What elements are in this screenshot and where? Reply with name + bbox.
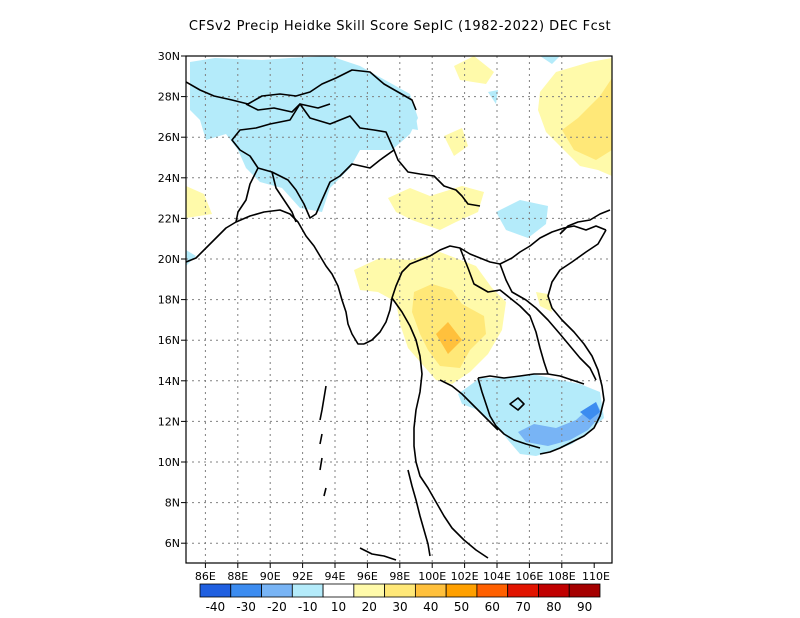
- map-title-text: CFSv2 Precip Heidke Skill Score SepIC (1…: [188, 19, 612, 34]
- colorbar-swatch: [414, 583, 447, 598]
- colorbar-swatch: [538, 583, 570, 598]
- colorbar-label: -40: [206, 600, 226, 614]
- colorbar-swatch: [230, 583, 262, 598]
- negative-skill-region-w: [186, 186, 212, 218]
- colorbar-swatch: [291, 583, 324, 598]
- lat-label: 30N: [158, 50, 180, 63]
- border-himalaya: [186, 69, 417, 111]
- border-thailand-west: [391, 297, 489, 559]
- lat-label: 20N: [158, 253, 180, 266]
- colorbar-label: 60: [485, 600, 500, 614]
- colorbar: -40 -30 -20 -10 10 20 30 40 50 60 70 80 90: [199, 583, 601, 614]
- colorbar-label: 10: [331, 600, 346, 614]
- positive-skill-region-south-mid: [518, 402, 602, 446]
- coast-sumatra: [359, 547, 397, 561]
- lat-label: 6N: [165, 537, 180, 550]
- coast-gulf-of-thailand: [439, 379, 499, 431]
- lat-label: 28N: [158, 91, 180, 104]
- colorbar-swatch: [199, 583, 232, 598]
- colorbar-swatch: [568, 583, 601, 598]
- negative-skill-region-ne-core: [562, 78, 612, 160]
- lake-tonle-sap: [509, 397, 525, 411]
- map-title: CFSv2 Precip Heidke Skill Score SepIC (1…: [0, 19, 800, 34]
- border-cambodia: [477, 373, 585, 449]
- colorbar-label: -20: [267, 600, 287, 614]
- positive-skill-region-nw: [190, 56, 418, 212]
- lon-label: 94E: [325, 570, 346, 583]
- lat-label: 16N: [158, 334, 180, 347]
- border-northeast-india: [231, 103, 395, 219]
- border-laos: [459, 247, 597, 381]
- lon-label: 106E: [515, 570, 543, 583]
- lat-label: 8N: [165, 497, 180, 510]
- lon-label: 102E: [451, 570, 479, 583]
- lat-label: 22N: [158, 212, 180, 225]
- positive-skill-region-ne: [540, 56, 560, 64]
- colorbar-label: -30: [236, 600, 256, 614]
- negative-skill-region-thailand-peak: [436, 322, 462, 354]
- longitude-labels: 86E 88E 90E 92E 94E 96E 98E 100E 102E 10…: [195, 570, 610, 583]
- colorbar-swatch: [384, 583, 416, 598]
- lon-label: 90E: [260, 570, 281, 583]
- colorbar-label: 70: [515, 600, 530, 614]
- colorbar-swatch: [476, 583, 509, 598]
- plot-frame: [185, 55, 613, 564]
- positive-skill-region-south-core: [580, 402, 600, 420]
- lon-label: 96E: [357, 570, 378, 583]
- border-myanmar-thailand: [363, 225, 607, 345]
- border-bangladesh: [235, 167, 297, 223]
- lon-label: 98E: [389, 570, 410, 583]
- lon-label: 100E: [418, 570, 446, 583]
- lat-label: 18N: [158, 294, 180, 307]
- negative-skill-region-n-small: [454, 56, 494, 84]
- colorbar-swatch: [353, 583, 386, 598]
- colorbar-label: 20: [362, 600, 377, 614]
- colorbar-swatch: [445, 583, 478, 598]
- skill-shading: [186, 56, 612, 456]
- tick-marks: [181, 55, 595, 568]
- latitude-labels: 30N 28N 26N 24N 22N 20N 18N 16N 14N 12N …: [158, 50, 180, 550]
- lon-label: 92E: [292, 570, 313, 583]
- colorbar-label: 40: [423, 600, 438, 614]
- lon-label: 110E: [582, 570, 610, 583]
- negative-skill-region-myanmar: [388, 186, 484, 230]
- lat-label: 26N: [158, 131, 180, 144]
- andaman-islands: [319, 385, 327, 497]
- coast-south-china: [559, 209, 611, 235]
- lat-label: 14N: [158, 375, 180, 388]
- lat-label: 12N: [158, 415, 180, 428]
- coast-vietnam: [539, 229, 607, 455]
- colorbar-label: 90: [577, 600, 592, 614]
- colorbar-swatch: [507, 583, 539, 598]
- lon-label: 108E: [548, 570, 576, 583]
- lat-label: 24N: [158, 172, 180, 185]
- border-myanmar-china: [393, 149, 481, 207]
- positive-skill-region-laos: [496, 200, 548, 238]
- colorbar-label: 30: [392, 600, 407, 614]
- lat-label: 10N: [158, 456, 180, 469]
- coastlines: [186, 69, 611, 561]
- colorbar-label: 80: [546, 600, 561, 614]
- lon-label: 104E: [483, 570, 511, 583]
- colorbar-swatch: [261, 583, 293, 598]
- coast-bay-of-bengal-west: [186, 209, 364, 345]
- colorbar-swatch: [322, 583, 355, 598]
- positive-skill-region-w: [186, 250, 196, 266]
- colorbar-label: -10: [298, 600, 318, 614]
- lon-label: 86E: [195, 570, 216, 583]
- colorbar-label: 50: [454, 600, 469, 614]
- coast-malaysia: [407, 469, 431, 557]
- lon-label: 88E: [227, 570, 248, 583]
- border-nepal-bhutan: [245, 103, 331, 113]
- negative-skill-region-n-small2: [444, 128, 468, 156]
